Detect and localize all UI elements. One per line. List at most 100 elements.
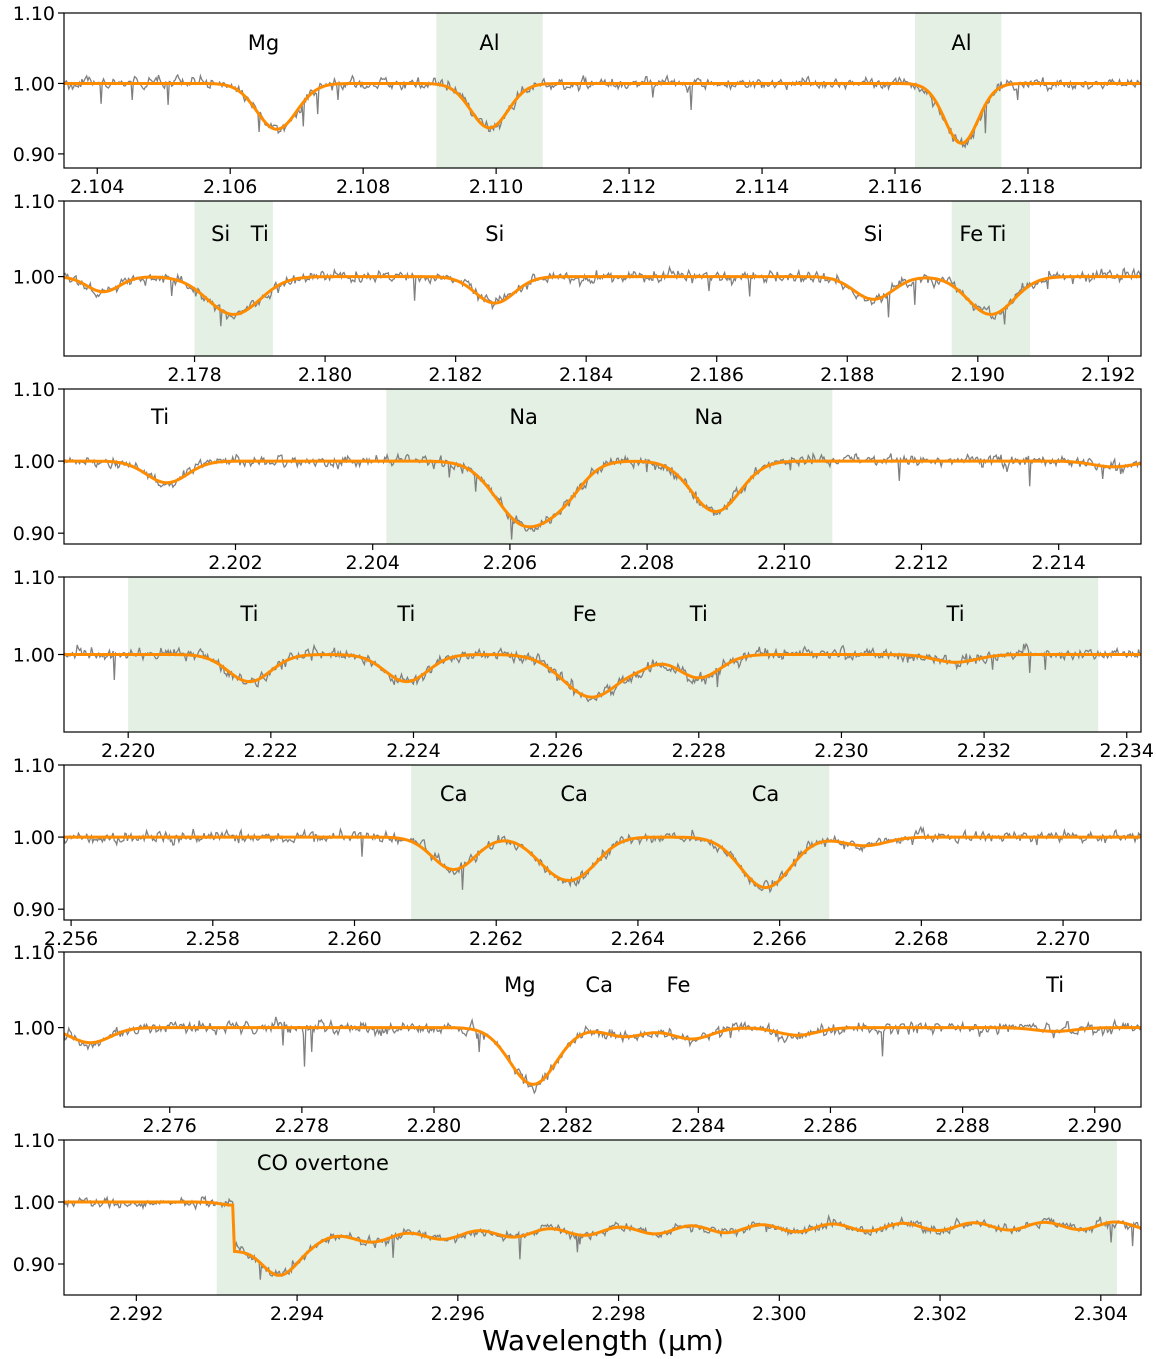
x-tick-label: 2.298 bbox=[591, 1303, 645, 1325]
y-tick-label: 1.10 bbox=[13, 191, 55, 213]
x-tick-label: 2.116 bbox=[868, 176, 922, 198]
y-tick-label: 1.10 bbox=[13, 379, 55, 401]
line-label-ca: Ca bbox=[560, 782, 588, 806]
y-tick-label: 1.00 bbox=[13, 645, 55, 667]
shaded-region-1 bbox=[216, 1140, 1117, 1295]
x-tick-label: 2.228 bbox=[672, 740, 726, 762]
x-tick-label: 2.278 bbox=[275, 1115, 329, 1137]
x-tick-label: 2.112 bbox=[602, 176, 656, 198]
line-label-ca: Ca bbox=[440, 782, 468, 806]
line-label-ti: Ti bbox=[250, 222, 269, 246]
shaded-region-1 bbox=[128, 577, 1099, 732]
line-label-mg: Mg bbox=[248, 31, 279, 55]
x-tick-label: 2.224 bbox=[386, 740, 440, 762]
line-label-fe: Fe bbox=[959, 222, 983, 246]
y-tick-label: 1.10 bbox=[13, 1130, 55, 1152]
y-tick-label: 0.90 bbox=[13, 1254, 55, 1276]
line-label-al: Al bbox=[479, 31, 499, 55]
observed-spectrum bbox=[64, 451, 1141, 540]
x-tick-label: 2.292 bbox=[109, 1303, 163, 1325]
line-label-fe: Fe bbox=[573, 602, 597, 626]
line-label-na: Na bbox=[509, 405, 538, 429]
x-tick-label: 2.208 bbox=[620, 552, 674, 574]
x-tick-label: 2.214 bbox=[1031, 552, 1085, 574]
y-tick-label: 1.00 bbox=[13, 827, 55, 849]
x-tick-label: 2.210 bbox=[757, 552, 811, 574]
x-tick-label: 2.294 bbox=[270, 1303, 324, 1325]
x-tick-label: 2.270 bbox=[1036, 928, 1090, 950]
line-label-fe: Fe bbox=[667, 973, 691, 997]
axes-frame bbox=[63, 200, 1142, 357]
x-tick-label: 2.282 bbox=[539, 1115, 593, 1137]
x-tick-label: 2.114 bbox=[735, 176, 789, 198]
model-spectrum bbox=[64, 459, 1141, 529]
model-spectrum bbox=[64, 275, 1141, 316]
line-label-ti: Ti bbox=[946, 602, 965, 626]
y-tick-label: 0.90 bbox=[13, 523, 55, 545]
x-tick-label: 2.302 bbox=[913, 1303, 967, 1325]
model-spectrum bbox=[64, 82, 1141, 145]
chart-panel-6: 1.00 1.10 2.276 2.278 2.280 2.282 2.284 2.286 2.… bbox=[13, 942, 1142, 1137]
model-spectrum bbox=[64, 1026, 1141, 1086]
line-label-si: Si bbox=[211, 222, 230, 246]
x-tick-label: 2.204 bbox=[345, 552, 399, 574]
x-tick-label: 2.188 bbox=[820, 364, 874, 386]
x-tick-label: 2.192 bbox=[1081, 364, 1135, 386]
x-tick-label: 2.284 bbox=[671, 1115, 725, 1137]
shaded-region-2 bbox=[951, 201, 1031, 356]
x-tick-label: 2.212 bbox=[894, 552, 948, 574]
y-tick-label: 1.00 bbox=[13, 1018, 55, 1040]
x-tick-label: 2.182 bbox=[428, 364, 482, 386]
axes-frame bbox=[63, 951, 1142, 1108]
chart-panel-2: 1.00 1.10 2.178 2.180 2.182 2.184 2.186 2.188 2.… bbox=[13, 191, 1142, 386]
axes-frame bbox=[63, 388, 1142, 545]
x-tick-label: 2.226 bbox=[529, 740, 583, 762]
x-tick-label: 2.104 bbox=[70, 176, 124, 198]
shaded-region-1 bbox=[194, 201, 273, 356]
chart-panel-7: 0.90 1.00 1.10 2.292 2.294 2.296 2.298 2.300 2.3… bbox=[13, 1130, 1142, 1325]
model-spectrum bbox=[64, 835, 1141, 890]
x-tick-label: 2.290 bbox=[1068, 1115, 1122, 1137]
y-tick-label: 1.10 bbox=[13, 3, 55, 25]
x-tick-label: 2.220 bbox=[101, 740, 155, 762]
line-label-ca: Ca bbox=[752, 782, 780, 806]
x-tick-label: 2.300 bbox=[752, 1303, 806, 1325]
x-tick-label: 2.266 bbox=[752, 928, 806, 950]
x-tick-label: 2.108 bbox=[336, 176, 390, 198]
x-tick-label: 2.264 bbox=[611, 928, 665, 950]
model-spectrum bbox=[64, 1200, 1141, 1277]
x-tick-label: 2.222 bbox=[244, 740, 298, 762]
line-label-ti: Ti bbox=[396, 602, 415, 626]
line-label-mg: Mg bbox=[504, 973, 535, 997]
x-tick-label: 2.184 bbox=[559, 364, 613, 386]
line-label-si: Si bbox=[864, 222, 883, 246]
x-tick-label: 2.232 bbox=[957, 740, 1011, 762]
x-tick-label: 2.190 bbox=[951, 364, 1005, 386]
chart-panel-1: 0.90 1.00 1.10 2.104 2.106 2.108 2.110 2.112 2.1… bbox=[13, 3, 1142, 198]
x-tick-label: 2.276 bbox=[143, 1115, 197, 1137]
x-tick-label: 2.286 bbox=[803, 1115, 857, 1137]
line-label-ti: Ti bbox=[150, 405, 169, 429]
line-label-ti: Ti bbox=[689, 602, 708, 626]
model-spectrum bbox=[64, 653, 1141, 699]
line-label-ti: Ti bbox=[987, 222, 1006, 246]
y-tick-label: 1.10 bbox=[13, 942, 55, 964]
line-label-ti: Ti bbox=[1045, 973, 1064, 997]
chart-panel-3: 0.90 1.00 1.10 2.202 2.204 2.206 2.208 2.210 2.2… bbox=[13, 379, 1142, 574]
line-label-ca: Ca bbox=[585, 973, 613, 997]
y-tick-label: 0.90 bbox=[13, 899, 55, 921]
axes-frame bbox=[63, 1139, 1142, 1296]
x-tick-label: 2.106 bbox=[203, 176, 257, 198]
x-tick-label: 2.234 bbox=[1100, 740, 1154, 762]
x-tick-label: 2.186 bbox=[690, 364, 744, 386]
x-tick-label: 2.178 bbox=[167, 364, 221, 386]
x-tick-label: 2.206 bbox=[483, 552, 537, 574]
y-tick-label: 1.00 bbox=[13, 267, 55, 289]
x-tick-label: 2.202 bbox=[208, 552, 262, 574]
x-tick-label: 2.262 bbox=[469, 928, 523, 950]
x-tick-label: 2.304 bbox=[1074, 1303, 1128, 1325]
x-tick-label: 2.258 bbox=[186, 928, 240, 950]
x-tick-label: 2.268 bbox=[894, 928, 948, 950]
axes-frame bbox=[63, 12, 1142, 169]
